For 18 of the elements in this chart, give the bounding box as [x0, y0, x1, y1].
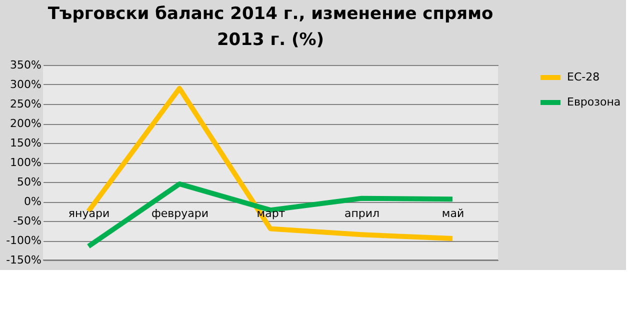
y-tick-label: -50%	[13, 214, 42, 228]
y-tick-label: 0%	[24, 195, 42, 208]
legend-label: ЕС-28	[567, 70, 600, 84]
x-tick-label: януари	[68, 207, 110, 220]
y-tick-label: 250%	[10, 98, 42, 110]
y-tick-label: -100%	[6, 234, 42, 247]
y-tick-label: 200%	[10, 117, 42, 130]
y-tick-label: 100%	[10, 156, 42, 169]
x-tick-label: февруари	[151, 207, 209, 220]
y-tick-label: 50%	[17, 176, 42, 188]
y-tick-label: 300%	[10, 78, 42, 91]
chart-title: Търговски баланс 2014 г., изменение спрямо 2013 г. (%)	[48, 4, 494, 50]
y-tick-label: 150%	[10, 136, 42, 150]
legend-label: Еврозона	[567, 96, 621, 108]
y-tick-label: -150%	[6, 254, 42, 266]
x-tick-label: май	[442, 207, 464, 220]
x-tick-label: април	[344, 207, 380, 220]
y-tick-label: 350%	[10, 58, 42, 72]
